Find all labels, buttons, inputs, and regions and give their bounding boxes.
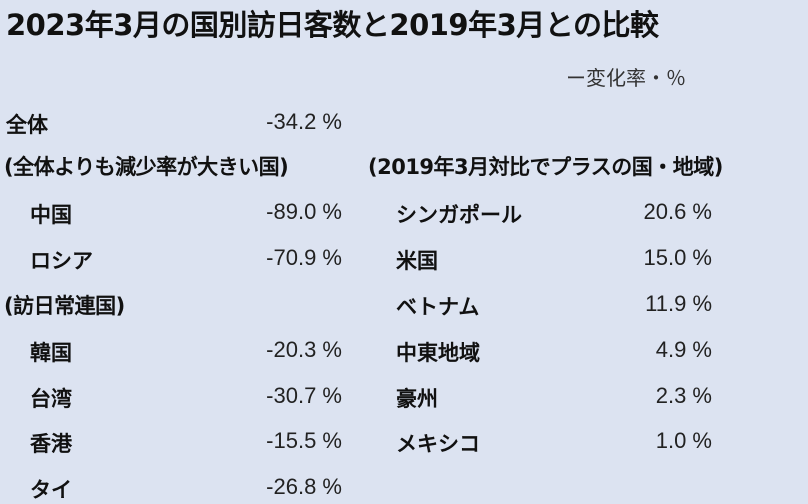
country-value: -70.9 %	[266, 245, 342, 270]
country-value: 4.9 %	[655, 337, 712, 362]
country-name: 豪州	[396, 387, 438, 411]
country-name: 中東地域	[396, 341, 480, 365]
country-value: -15.5 %	[266, 428, 342, 453]
country-name: ロシア	[30, 249, 93, 273]
country-name: 米国	[396, 249, 438, 273]
country-name: シンガポール	[396, 203, 522, 227]
total-label: 全体	[6, 113, 48, 137]
country-name: 台湾	[30, 387, 72, 411]
country-value: -26.8 %	[266, 474, 342, 499]
country-value: 11.9 %	[645, 291, 712, 316]
country-name: 韓国	[30, 341, 72, 365]
page-title: 2023年3月の国別訪日客数と2019年3月との比較	[6, 8, 659, 42]
country-value: -30.7 %	[266, 383, 342, 408]
country-name: タイ	[30, 478, 72, 502]
country-name: メキシコ	[396, 432, 480, 456]
country-name: 中国	[30, 203, 72, 227]
country-value: -89.0 %	[266, 199, 342, 224]
country-name: 香港	[30, 432, 72, 456]
country-name: ベトナム	[396, 295, 480, 319]
unit-note: ー変化率・％	[566, 66, 686, 90]
section-heading-larger-decline: (全体よりも減少率が大きい国)	[4, 155, 289, 179]
country-value: 20.6 %	[643, 199, 713, 224]
country-value: -20.3 %	[266, 337, 342, 362]
section-heading-regular: (訪日常連国)	[4, 294, 125, 318]
country-value: 2.3 %	[655, 383, 712, 408]
country-value: 15.0 %	[643, 245, 713, 270]
country-value: 1.0 %	[655, 428, 712, 453]
total-value: -34.2 %	[266, 109, 342, 134]
section-heading-positive: (2019年3月対比でプラスの国・地域)	[368, 155, 723, 179]
